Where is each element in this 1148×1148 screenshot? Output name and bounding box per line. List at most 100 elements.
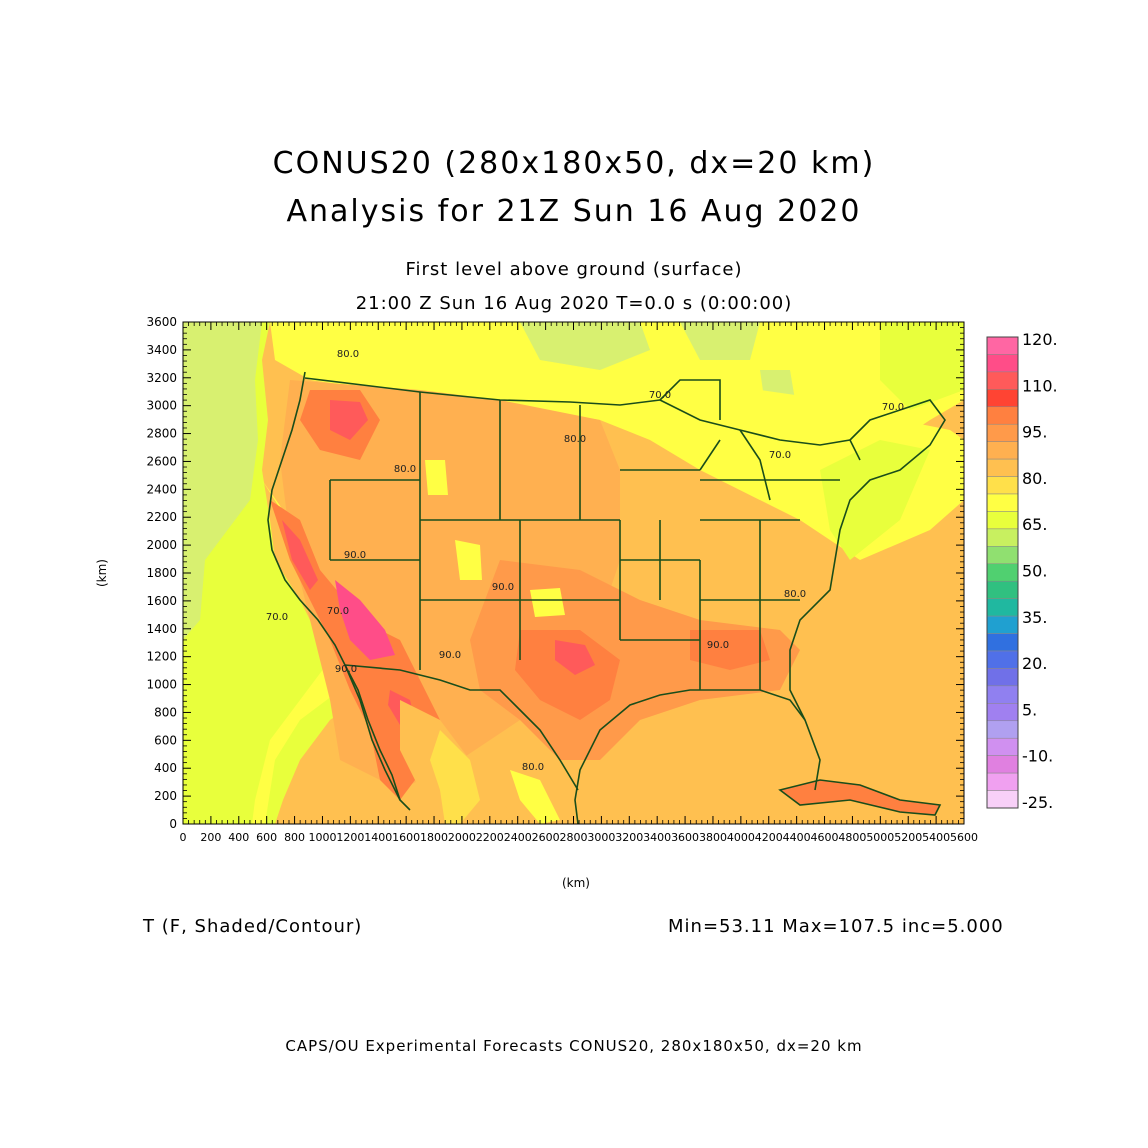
contour-label: 80.0: [784, 589, 806, 600]
y-tick-label: 3200: [146, 371, 177, 385]
x-tick-label: 3200: [615, 831, 643, 844]
contour-label: 80.0: [394, 464, 416, 475]
field-stats: Min=53.11 Max=107.5 inc=5.000: [668, 916, 1004, 937]
gulf-coastline: [574, 689, 806, 824]
y-tick-label: 2200: [146, 510, 177, 524]
colorbar-segment: [986, 580, 1019, 599]
us-mexico-border: [344, 664, 579, 791]
new-england-zone: [820, 440, 930, 560]
colorbar-segment: [986, 389, 1019, 408]
state-borders: [329, 392, 840, 690]
colorbar-segment: [986, 650, 1019, 669]
kansas-cool-spot: [530, 588, 565, 617]
colorbar-segment: [986, 615, 1019, 634]
colorbar-label: -25.: [1022, 793, 1053, 812]
canada-cool-4: [880, 322, 964, 410]
x-tick-label: 2800: [560, 831, 588, 844]
colorbar-segment: [986, 511, 1019, 530]
colorbar-label: 35.: [1022, 608, 1047, 627]
y-tick-label: 3400: [146, 343, 177, 357]
colorbar-frame: [986, 336, 1019, 809]
colorbar-segment: [986, 406, 1019, 425]
pacific-cool-zone: [183, 322, 262, 640]
y-tick-label: 2000: [146, 538, 177, 552]
colorbar-segment: [986, 720, 1019, 739]
y-tick-label: 1000: [146, 678, 177, 692]
y-tick-label: 3000: [146, 399, 177, 413]
x-tick-label: 2600: [532, 831, 560, 844]
colorbar-label: -10.: [1022, 747, 1053, 766]
contour-label: 70.0: [327, 606, 349, 617]
colorbar-segment: [986, 476, 1019, 495]
x-tick-label: 200: [200, 831, 221, 844]
x-tick-label: 5200: [894, 831, 922, 844]
colorbar-segment: [986, 737, 1019, 756]
x-tick-label: 3800: [699, 831, 727, 844]
x-tick-label: 1400: [364, 831, 392, 844]
y-tick-label: 600: [154, 733, 177, 747]
y-tick-label: 1800: [146, 566, 177, 580]
variable-label: T (F, Shaded/Contour): [143, 916, 363, 937]
contour-label: 90.0: [335, 664, 357, 675]
x-tick-label: 1000: [308, 831, 336, 844]
contour-label: 90.0: [707, 640, 729, 651]
colorbar-segment: [986, 423, 1019, 442]
x-tick-label: 1800: [420, 831, 448, 844]
y-tick-label: 200: [154, 789, 177, 803]
rockies-cool-1: [425, 460, 448, 495]
southeast-hot-zone: [690, 630, 770, 670]
x-tick-label: 3600: [671, 831, 699, 844]
map-field: [183, 322, 964, 824]
mexico-cool-zone-2: [510, 770, 560, 824]
colorbar-segment: [986, 371, 1019, 390]
contour-label: 90.0: [344, 550, 366, 561]
colorbar-segment: [986, 563, 1019, 582]
canada-cool-2: [680, 322, 760, 360]
texas-hot-zone: [515, 630, 620, 720]
contour-label: 90.0: [439, 650, 461, 661]
canada-cool-1: [520, 322, 650, 370]
x-axis-label: (km): [562, 876, 590, 890]
y-tick-label: 800: [154, 705, 177, 719]
x-tick-label: 1200: [336, 831, 364, 844]
east-coastline: [789, 399, 946, 791]
colorbar-segment: [986, 546, 1019, 565]
west-coastline: [267, 371, 401, 801]
x-tick-label: 4000: [727, 831, 755, 844]
chart-title-line1: CONUS20 (280x180x50, dx=20 km): [272, 146, 876, 181]
colorbar-label: 120.: [1022, 330, 1058, 349]
x-tick-label: 4800: [838, 831, 866, 844]
colorbar-segment: [986, 633, 1019, 652]
x-tick-label: 800: [284, 831, 305, 844]
colorbar-label: 65.: [1022, 515, 1047, 534]
x-tick-label: 0: [180, 831, 187, 844]
chart-title-line2: Analysis for 21Z Sun 16 Aug 2020: [286, 194, 862, 229]
central-valley-very-hot: [282, 520, 318, 590]
chart-subtitle-time: 21:00 Z Sun 16 Aug 2020 T=0.0 s (0:00:00…: [355, 293, 793, 314]
colorbar-segment: [986, 441, 1019, 460]
colorbar-segment: [986, 772, 1019, 791]
colorbar-segment: [986, 458, 1019, 477]
x-tick-label: 5400: [922, 831, 950, 844]
y-tick-label: 2800: [146, 427, 177, 441]
x-tick-label: 3000: [587, 831, 615, 844]
colorbar-label: 95.: [1022, 423, 1047, 442]
y-tick-label: 400: [154, 761, 177, 775]
colorbar-segment: [986, 598, 1019, 617]
y-axis-ticks: 0 200 400 600 800 1000 1200 1400 1600 1800 2000 220…: [146, 315, 964, 831]
cuba-outline: [778, 779, 942, 816]
contour-label: 70.0: [266, 612, 288, 623]
x-axis-ticks: 0 200 400 600 800 1000 1200 1400 1600 1800 2000 220…: [180, 322, 978, 844]
colorbar-segment: [986, 755, 1019, 774]
y-tick-label: 1600: [146, 594, 177, 608]
northwest-very-hot-zone: [330, 400, 368, 440]
x-tick-label: 2400: [504, 831, 532, 844]
x-tick-label: 4200: [755, 831, 783, 844]
y-tick-label: 2600: [146, 454, 177, 468]
x-tick-label: 3400: [643, 831, 671, 844]
colorbar-segment: [986, 790, 1019, 809]
chart-subtitle-level: First level above ground (surface): [405, 259, 743, 280]
desert-extreme-zone: [335, 580, 395, 660]
colorbar-label: 110.: [1022, 376, 1058, 395]
contour-label: 70.0: [769, 450, 791, 461]
